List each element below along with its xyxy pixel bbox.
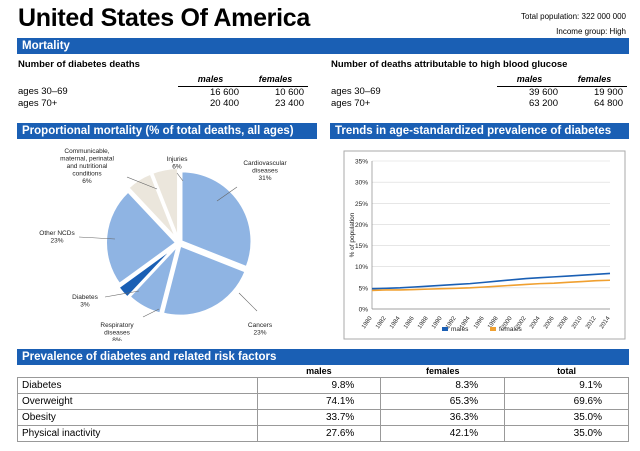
pie-leader-line <box>216 186 238 202</box>
pie-label-cardiovascular-diseases: Cardiovascular diseases 31% <box>243 160 287 182</box>
series-line-females <box>371 279 611 292</box>
y-tick-label: 10% <box>355 264 368 271</box>
pie-leader-line <box>238 292 258 312</box>
prevalence-table: males females total Diabetes 9.8% 8.3% 9… <box>17 365 629 442</box>
col-females: females <box>562 73 627 87</box>
pie-label-injuries: Injuries 6% <box>167 156 189 171</box>
trends-header: Trends in age-standardized prevalence of… <box>330 123 629 139</box>
country-title: United States Of America <box>18 4 310 32</box>
pie-label-communicable-maternal-perinatal-and-nutritional-conditions: Communicable, maternal, perinatal and nutr… <box>60 148 114 185</box>
cell-females: 64 800 <box>593 97 623 109</box>
cell-males: 63 200 <box>528 97 558 109</box>
cell-males: 27.6% <box>256 424 382 442</box>
cell-total: 35.0% <box>504 408 629 426</box>
cell-males: 74.1% <box>256 392 382 410</box>
cell-females: 8.3% <box>380 376 506 394</box>
population-label: Total population: <box>521 12 580 21</box>
pie-leader-line <box>78 236 116 240</box>
glucose-deaths-heading: Number of deaths attributable to high bl… <box>331 59 568 70</box>
pie-slice-respiratory-diseases <box>128 244 179 315</box>
pie-label-diabetes: Diabetes 3% <box>72 294 98 309</box>
income-value: High <box>609 27 626 36</box>
legend-swatch-females <box>490 327 496 331</box>
cell-females: 23 400 <box>274 97 304 109</box>
table-row: Diabetes 9.8% 8.3% 9.1% <box>17 376 629 394</box>
mortality-section-header: Mortality <box>17 38 629 54</box>
row-label: Overweight <box>17 392 258 410</box>
y-axis-label: % of population <box>349 212 356 257</box>
col-males: males <box>497 73 562 87</box>
row-label: ages 30–69 <box>331 86 381 98</box>
cell-females: 36.3% <box>380 408 506 426</box>
proportional-mortality-pie-chart: Cardiovascular diseases 31% Cancers 23% Respi… <box>39 148 287 341</box>
cell-total: 69.6% <box>504 392 629 410</box>
legend-label-females: females <box>499 326 523 333</box>
y-tick-label: 25% <box>355 201 368 208</box>
cell-males: 16 600 <box>209 86 239 98</box>
pie-slice-injuries <box>150 167 180 239</box>
pie-leader-line <box>142 308 160 318</box>
pie-label-cancers: Cancers 23% <box>248 322 273 337</box>
table-row: ages 70+ 63 200 64 800 <box>331 98 627 109</box>
table-row: ages 70+ 20 400 23 400 <box>18 98 308 109</box>
y-tick-label: 20% <box>355 222 368 229</box>
cell-total: 35.0% <box>504 424 629 442</box>
income-label: Income group: <box>556 27 608 36</box>
row-label: Diabetes <box>17 376 258 394</box>
cell-total: 9.1% <box>504 376 629 394</box>
table-row: Overweight 74.1% 65.3% 69.6% <box>17 392 629 410</box>
pie-slice-communicable-maternal-perinatal-and-nutritional-conditions <box>126 172 178 240</box>
cell-males: 9.8% <box>256 376 382 394</box>
row-label: Physical inactivity <box>17 424 258 442</box>
legend-swatch-males <box>442 327 448 331</box>
table-row: ages 30–69 16 600 10 600 <box>18 86 308 98</box>
pie-slice-diabetes <box>117 245 176 299</box>
pie-leader-line <box>176 172 184 182</box>
table-row: ages 30–69 39 600 19 900 <box>331 86 627 98</box>
col-females: females <box>425 365 460 376</box>
col-females: females <box>243 73 308 87</box>
proportional-mortality-header: Proportional mortality (% of total death… <box>17 123 317 139</box>
table-row: Obesity 33.7% 36.3% 35.0% <box>17 408 629 426</box>
col-males: males <box>178 73 243 87</box>
prevalence-section-header: Prevalence of diabetes and related risk … <box>17 349 629 365</box>
pie-leader-line <box>104 290 140 298</box>
diabetes-deaths-heading: Number of diabetes deaths <box>18 59 140 70</box>
glucose-deaths-table: males females ages 30–69 39 600 19 900 a… <box>331 73 627 109</box>
pie-slice-other-ncds <box>105 190 178 286</box>
cell-males: 20 400 <box>209 97 239 109</box>
pie-label-respiratory-diseases: Respiratory diseases 8% <box>100 322 134 341</box>
pie-slice-cancers <box>161 244 247 317</box>
country-meta: Total population: 322 000 000 Income gro… <box>521 9 626 39</box>
cell-females: 42.1% <box>380 424 506 442</box>
line-chart-frame <box>343 150 626 340</box>
y-tick-label: 35% <box>355 159 368 166</box>
row-label: ages 70+ <box>331 97 371 109</box>
population-value: 322 000 000 <box>581 12 627 21</box>
legend-label-males: males <box>451 326 469 333</box>
cell-males: 33.7% <box>256 408 382 426</box>
diabetes-trend-line-chart: 0%5%10%15%20%25%30%35%1980 1982 1984 1986 19… <box>343 150 626 340</box>
cell-males: 39 600 <box>528 86 558 98</box>
series-line-males <box>371 272 611 290</box>
y-tick-label: 15% <box>355 243 368 250</box>
row-label: ages 30–69 <box>18 86 68 98</box>
diabetes-deaths-table: males females ages 30–69 16 600 10 600 a… <box>18 73 308 109</box>
cell-females: 19 900 <box>593 86 623 98</box>
col-males: males <box>306 365 332 376</box>
row-label: ages 70+ <box>18 97 58 109</box>
pie-leader-line <box>126 176 158 190</box>
y-tick-label: 0% <box>359 307 369 314</box>
row-label: Obesity <box>17 408 258 426</box>
cell-females: 65.3% <box>380 392 506 410</box>
pie-label-other-ncds: Other NCDs 23% <box>39 230 75 245</box>
table-row: Physical inactivity 27.6% 42.1% 35.0% <box>17 424 629 442</box>
col-total: total <box>557 365 577 376</box>
cell-females: 10 600 <box>274 86 304 98</box>
pie-slice-cardiovascular-diseases <box>180 170 253 269</box>
y-tick-label: 5% <box>359 285 369 292</box>
y-tick-label: 30% <box>355 180 368 187</box>
